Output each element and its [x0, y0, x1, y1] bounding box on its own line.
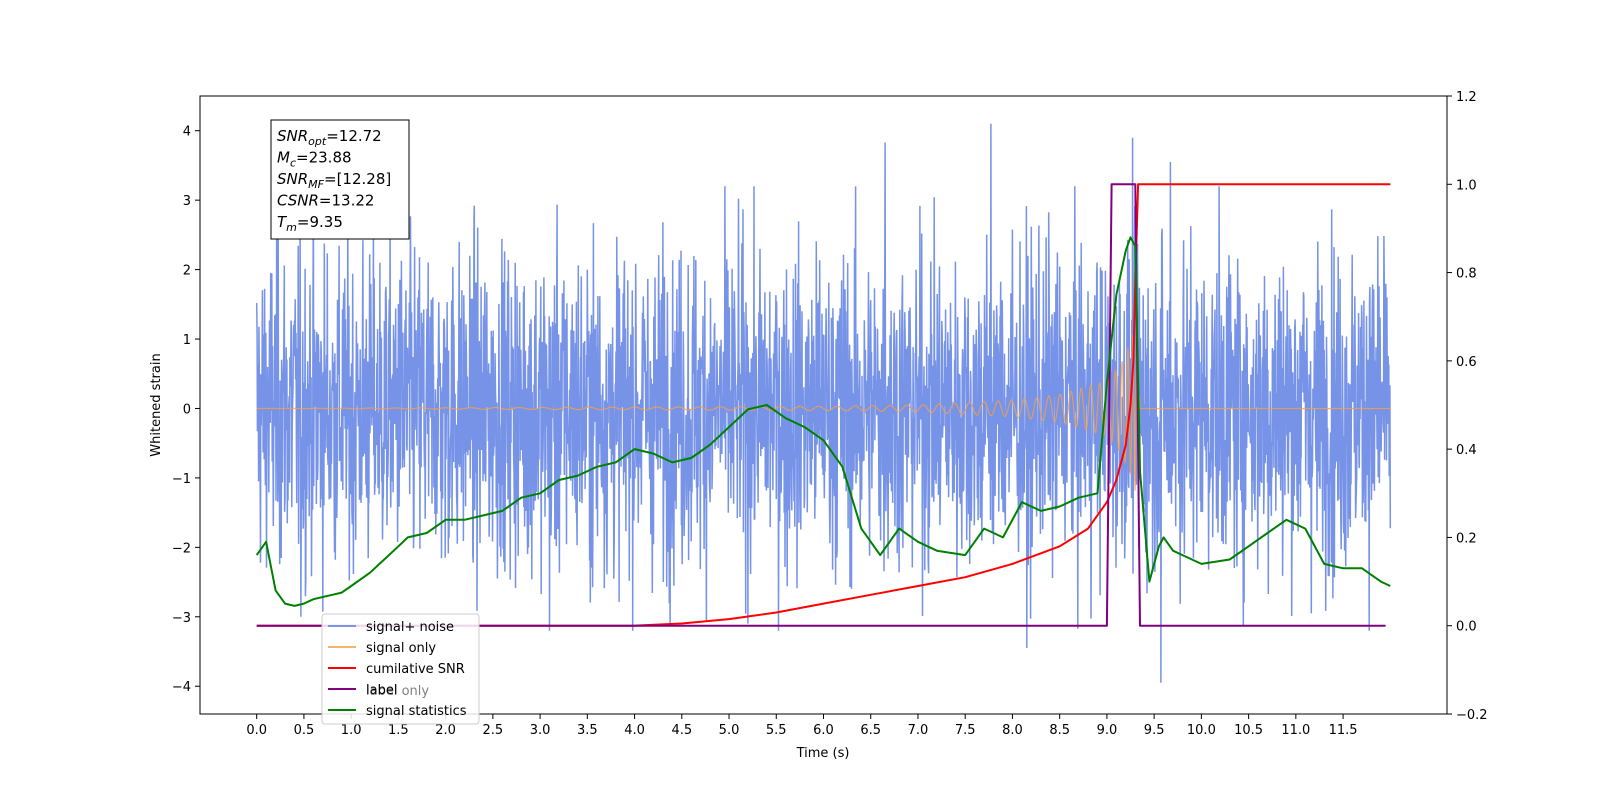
y-tick-label: 0 — [183, 402, 191, 417]
series-signal-noise — [255, 123, 1392, 683]
x-tick-label: 2.0 — [435, 723, 456, 738]
x-tick-label: 0.0 — [246, 723, 267, 738]
legend-label: signal+ noise — [366, 620, 454, 635]
x-tick-label: 9.0 — [1097, 723, 1118, 738]
x-tick-label: 0.5 — [294, 723, 315, 738]
y-tick-label: −4 — [172, 680, 191, 695]
x-tick-label: 1.5 — [388, 723, 409, 738]
x-tick-label: 1.0 — [341, 723, 362, 738]
series-label — [256, 183, 1386, 627]
y2-tick-label: 0.0 — [1456, 620, 1477, 635]
legend-label: cumilative SNR — [366, 662, 465, 677]
y-tick-label: −1 — [172, 472, 191, 487]
y-tick-label: 4 — [183, 125, 191, 140]
x-tick-label: 9.5 — [1144, 723, 1165, 738]
annotation-line: CSNR=13.22 — [277, 192, 374, 210]
series-cumilative-snr — [256, 183, 1391, 627]
x-tick-label: 10.0 — [1187, 723, 1216, 738]
y-tick-label: −2 — [172, 541, 191, 556]
y-tick-label: 1 — [183, 333, 191, 348]
x-tick-label: 8.5 — [1049, 723, 1070, 738]
stats-annotation-box: SNRopt=12.72Mc=23.88SNRMF=[12.28]CSNR=13… — [270, 119, 410, 240]
x-tick-label: 4.5 — [671, 723, 692, 738]
x-tick-label: 7.5 — [955, 723, 976, 738]
legend-label: label — [366, 683, 397, 698]
y2-tick-label: 0.2 — [1456, 531, 1477, 546]
y2-tick-label: 0.4 — [1456, 443, 1477, 458]
x-tick-label: 5.5 — [766, 723, 787, 738]
annotation-line: Mc=23.88 — [277, 149, 352, 170]
series-signal-statistics — [255, 236, 1391, 607]
y-axis-title: Whitened strain — [149, 353, 164, 456]
annotation-line: Tm=9.35 — [277, 213, 343, 234]
y-tick-label: −3 — [172, 611, 191, 626]
x-tick-label: 8.0 — [1002, 723, 1023, 738]
legend-label: signal statistics — [366, 704, 467, 719]
series-signal-only — [256, 333, 1391, 491]
x-tick-label: 2.5 — [483, 723, 504, 738]
x-tick-label: 11.0 — [1281, 723, 1310, 738]
x-tick-label: 4.0 — [624, 723, 645, 738]
x-axis: 0.0 0.5 1.0 1.5 2.0 2.5 3.0 3.5 4.0 4.5 5.0 5.5 6.0 6… — [246, 714, 1358, 738]
y-tick-label: 3 — [183, 194, 191, 209]
legend-label: signal only — [366, 641, 436, 656]
y2-tick-label: 1.0 — [1456, 178, 1477, 193]
x-tick-label: 10.5 — [1234, 723, 1263, 738]
plot-area — [255, 123, 1392, 683]
y2-tick-label: 0.6 — [1456, 355, 1477, 370]
x-tick-label: 7.0 — [908, 723, 929, 738]
x-tick-label: 3.0 — [530, 723, 551, 738]
annotation-line: SNRMF=[12.28] — [277, 170, 391, 191]
y2-tick-label: 1.2 — [1456, 90, 1477, 105]
x-tick-label: 6.0 — [813, 723, 834, 738]
y2-tick-label: 0.8 — [1456, 267, 1477, 282]
x-tick-label: 6.5 — [860, 723, 881, 738]
x-tick-label: 11.5 — [1329, 723, 1358, 738]
x-axis-title: Time (s) — [796, 746, 850, 761]
legend-hidden-label: label only — [366, 684, 429, 699]
y-axis-left: −4 −3 −2 −1 0 1 2 3 4 — [172, 125, 200, 695]
y-axis-right: −0.2 0.0 0.2 0.4 0.6 0.8 1.0 1.2 — [1447, 90, 1488, 723]
y2-tick-label: −0.2 — [1456, 708, 1488, 723]
legend: signal+ noise signal only cumilative SNR la… — [321, 613, 480, 725]
x-tick-label: 3.5 — [577, 723, 598, 738]
annotation-line: SNRopt=12.72 — [277, 127, 382, 148]
y-tick-label: 2 — [183, 264, 191, 279]
x-tick-label: 5.0 — [719, 723, 740, 738]
